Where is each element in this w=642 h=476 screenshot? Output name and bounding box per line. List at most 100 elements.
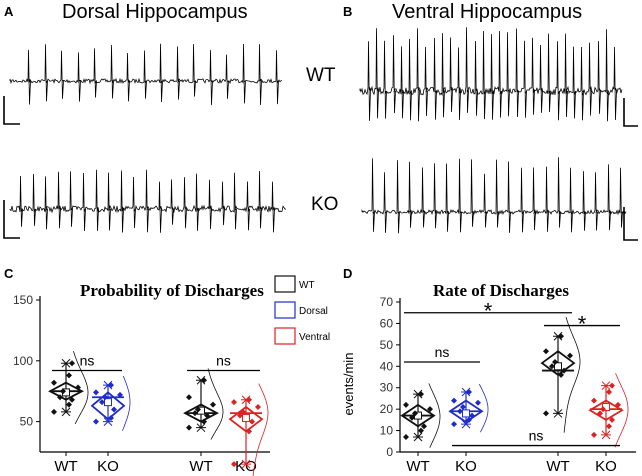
box-diamond: [400, 403, 436, 428]
data-point: [466, 416, 472, 423]
x-tick-label: KO: [455, 458, 477, 475]
data-point: [418, 391, 424, 398]
data-point: [201, 418, 207, 425]
group-dorsal-ko: [448, 383, 489, 433]
group-ventral-ko: [228, 383, 269, 476]
data-point: [201, 377, 207, 384]
mean-marker: [242, 413, 250, 422]
y-tick-label: 70: [380, 295, 394, 309]
y-tick-label: 60: [380, 316, 394, 330]
y-tick-label: 30: [380, 381, 394, 395]
scale-bar-a-wt: [3, 96, 20, 125]
whisker-cap: [601, 430, 611, 440]
data-point: [69, 396, 75, 403]
comparison-label: ns: [80, 353, 95, 369]
legend-swatch-wt: [274, 275, 296, 293]
trace-dorsal-wt: [9, 43, 283, 106]
chart-d-title: Rate of Discharges: [433, 281, 569, 300]
scale-bar-b-wt: [623, 98, 638, 127]
data-point: [561, 367, 567, 374]
data-point: [469, 412, 475, 419]
data-point: [204, 412, 210, 419]
violin-curve: [207, 368, 224, 440]
group-ventral-ko: [588, 373, 629, 448]
data-point: [255, 404, 261, 411]
violin-curve: [428, 383, 441, 448]
y-tick-label: 50: [20, 415, 34, 429]
data-point: [451, 397, 457, 404]
data-point: [591, 397, 597, 404]
data-point: [457, 408, 463, 415]
y-tick-label: 150: [13, 293, 33, 307]
group-ventral-wt: [540, 316, 581, 433]
data-point: [186, 424, 192, 431]
x-tick-label: KO: [235, 458, 257, 475]
data-point: [93, 418, 99, 425]
x-tick-label: WT: [189, 458, 212, 475]
y-tick-label: 50: [380, 338, 394, 352]
data-point: [237, 412, 243, 419]
data-point: [451, 421, 457, 428]
data-point: [66, 401, 72, 408]
data-point: [231, 461, 237, 468]
data-point: [609, 382, 615, 389]
comparison-label: *: [578, 312, 587, 337]
data-point: [567, 352, 573, 359]
chart-d: 0 10 20 30 40 50 60 70 WT KO WT KO * * ns ns: [380, 295, 636, 475]
chart-d-ylabel: events/min: [341, 353, 356, 416]
data-point: [403, 401, 409, 408]
y-tick-label: 20: [380, 402, 394, 416]
box-diamond: [540, 350, 576, 376]
violin-curve: [563, 316, 581, 433]
x-tick-label: WT: [54, 458, 77, 475]
trace-row-label-ko: KO: [311, 194, 338, 215]
data-point: [69, 360, 75, 367]
data-point: [51, 379, 57, 386]
violin-curve: [478, 383, 489, 433]
x-tick-label: WT: [406, 458, 429, 475]
data-point: [195, 406, 201, 413]
scale-bar-a-ko: [3, 200, 20, 239]
data-point: [606, 423, 612, 430]
data-point: [600, 406, 606, 413]
data-point: [606, 389, 612, 395]
data-point: [597, 410, 603, 417]
x-tick-label: KO: [97, 458, 119, 475]
data-point: [102, 394, 108, 401]
chart-c: 50 100 150 WT KO WT KO ns ns: [13, 293, 270, 476]
box-diamond: [588, 399, 624, 421]
y-tick-label: 100: [13, 354, 33, 368]
panel-letter-b: B: [343, 4, 352, 19]
whisker-cap: [241, 459, 251, 469]
data-point: [609, 416, 615, 423]
data-point: [466, 389, 472, 395]
data-point: [93, 389, 99, 396]
group-dorsal-ko: [90, 375, 131, 431]
data-point: [558, 333, 564, 340]
data-point: [108, 382, 114, 389]
data-point: [543, 348, 549, 355]
comparison-label: ns: [216, 353, 231, 369]
data-point: [403, 434, 409, 440]
panel-letter-d: D: [343, 266, 352, 281]
x-tick-label: WT: [546, 458, 569, 475]
data-point: [75, 384, 81, 391]
data-point: [108, 414, 114, 421]
mean-marker: [462, 409, 470, 418]
data-point: [558, 371, 564, 378]
data-point: [409, 414, 415, 421]
y-tick-label: 10: [380, 424, 394, 438]
data-point: [475, 399, 481, 406]
data-point: [543, 410, 549, 417]
data-point: [460, 404, 466, 410]
panel-a-title: Dorsal Hippocampus: [62, 1, 248, 23]
comparison-label: *: [484, 299, 493, 324]
comparison-label: ns: [529, 428, 544, 444]
panel-letter-a: A: [4, 4, 14, 19]
data-point: [210, 401, 216, 408]
data-point: [549, 363, 555, 370]
violin-curve: [122, 375, 131, 431]
legend-label-dorsal: Dorsal: [299, 306, 328, 317]
legend-swatch-ventral: [274, 327, 296, 345]
trace-ventral-wt: [359, 27, 623, 122]
